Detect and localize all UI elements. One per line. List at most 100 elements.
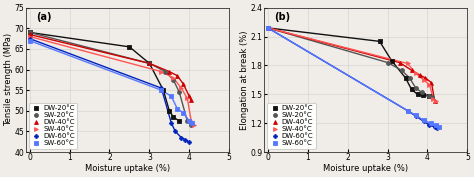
DW-20°C — [427, 95, 432, 97]
DW-40°C — [186, 95, 192, 97]
SW-60°C — [168, 95, 174, 97]
DW-60°C — [265, 27, 271, 29]
SW-60°C — [437, 126, 442, 128]
Y-axis label: Elongation at break (%): Elongation at break (%) — [240, 30, 249, 130]
DW-60°C — [182, 139, 188, 141]
DW-40°C — [432, 100, 438, 102]
SW-60°C — [413, 114, 419, 116]
SW-60°C — [181, 112, 186, 114]
DW-60°C — [432, 126, 438, 128]
DW-20°C — [27, 31, 33, 33]
DW-20°C — [415, 93, 420, 95]
SW-20°C — [429, 96, 435, 98]
Line: DW-40°C: DW-40°C — [266, 26, 437, 103]
SW-40°C — [433, 100, 439, 102]
Line: SW-40°C: SW-40°C — [28, 35, 196, 127]
SW-60°C — [186, 120, 192, 122]
SW-60°C — [420, 119, 426, 121]
SW-40°C — [427, 84, 432, 86]
SW-40°C — [27, 35, 33, 38]
DW-20°C — [420, 94, 426, 96]
Line: DW-60°C: DW-60°C — [266, 26, 439, 130]
SW-40°C — [179, 87, 184, 89]
DW-40°C — [428, 82, 434, 84]
DW-40°C — [409, 69, 414, 71]
DW-20°C — [166, 110, 172, 112]
DW-60°C — [427, 124, 432, 126]
SW-60°C — [27, 40, 33, 42]
Line: DW-60°C: DW-60°C — [28, 37, 191, 144]
SW-40°C — [413, 72, 419, 74]
Line: SW-40°C: SW-40°C — [266, 26, 438, 103]
SW-40°C — [191, 124, 197, 126]
SW-20°C — [407, 77, 412, 79]
SW-20°C — [385, 61, 391, 64]
SW-20°C — [163, 71, 168, 73]
DW-20°C — [389, 59, 394, 62]
SW-20°C — [176, 91, 182, 93]
DW-40°C — [27, 33, 33, 36]
DW-20°C — [409, 88, 414, 91]
Legend: DW-20°C, SW-20°C, DW-40°C, SW-40°C, DW-60°C, SW-60°C: DW-20°C, SW-20°C, DW-40°C, SW-40°C, DW-6… — [267, 102, 316, 149]
DW-60°C — [435, 127, 440, 129]
DW-20°C — [171, 116, 176, 118]
SW-20°C — [265, 27, 271, 29]
Line: DW-40°C: DW-40°C — [28, 33, 193, 102]
DW-60°C — [27, 38, 33, 40]
SW-40°C — [265, 27, 271, 29]
DW-40°C — [146, 62, 152, 64]
SW-20°C — [399, 69, 404, 71]
SW-40°C — [405, 62, 410, 65]
X-axis label: Moisture uptake (%): Moisture uptake (%) — [323, 164, 408, 173]
Legend: DW-20°C, SW-20°C, DW-40°C, SW-40°C, DW-60°C, SW-60°C: DW-20°C, SW-20°C, DW-40°C, SW-40°C, DW-6… — [29, 102, 77, 149]
DW-60°C — [405, 110, 410, 112]
DW-60°C — [173, 130, 178, 133]
DW-20°C — [377, 40, 383, 42]
SW-40°C — [420, 79, 426, 81]
DW-40°C — [423, 77, 428, 79]
DW-60°C — [168, 122, 174, 124]
DW-60°C — [186, 141, 191, 143]
DW-40°C — [174, 75, 180, 77]
SW-60°C — [158, 89, 164, 91]
SW-20°C — [427, 95, 432, 97]
DW-20°C — [265, 27, 271, 29]
SW-20°C — [189, 124, 194, 126]
Line: DW-20°C: DW-20°C — [28, 30, 181, 123]
DW-20°C — [127, 46, 132, 48]
SW-20°C — [413, 87, 419, 89]
Line: SW-20°C: SW-20°C — [28, 30, 193, 127]
DW-40°C — [397, 61, 402, 64]
SW-60°C — [405, 110, 410, 112]
SW-40°C — [431, 98, 437, 100]
DW-60°C — [179, 136, 184, 139]
DW-20°C — [161, 89, 166, 91]
DW-40°C — [181, 83, 186, 85]
Text: (a): (a) — [36, 12, 51, 22]
Line: SW-20°C: SW-20°C — [266, 26, 434, 99]
SW-20°C — [419, 91, 424, 93]
SW-20°C — [27, 31, 33, 33]
DW-20°C — [146, 62, 152, 64]
SW-40°C — [158, 71, 164, 73]
DW-20°C — [176, 120, 182, 122]
SW-40°C — [189, 120, 194, 122]
Line: SW-60°C: SW-60°C — [266, 26, 441, 129]
Line: SW-60°C: SW-60°C — [28, 39, 194, 125]
Y-axis label: Tensile strength (MPa): Tensile strength (MPa) — [4, 33, 13, 126]
SW-60°C — [190, 122, 195, 124]
SW-60°C — [428, 122, 434, 124]
X-axis label: Moisture uptake (%): Moisture uptake (%) — [85, 164, 170, 173]
DW-40°C — [417, 74, 422, 76]
DW-60°C — [413, 115, 419, 118]
SW-60°C — [433, 124, 439, 126]
SW-20°C — [184, 120, 190, 122]
Text: (b): (b) — [274, 12, 290, 22]
SW-40°C — [171, 77, 176, 79]
DW-60°C — [420, 120, 426, 122]
DW-40°C — [189, 99, 194, 102]
SW-60°C — [265, 27, 271, 29]
SW-20°C — [146, 62, 152, 64]
DW-40°C — [265, 27, 271, 29]
DW-60°C — [158, 87, 164, 89]
